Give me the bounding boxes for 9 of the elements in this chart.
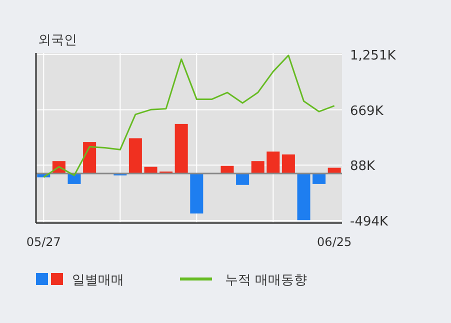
x-tick-label: 06/25 bbox=[317, 235, 352, 249]
y-tick-label: 88K bbox=[350, 159, 376, 174]
y-tick-label: 669K bbox=[350, 104, 384, 119]
y-tick-label: 1,251K bbox=[350, 48, 396, 64]
x-tick-label: 05/27 bbox=[26, 235, 61, 249]
legend-label: 일별매매 bbox=[72, 273, 124, 288]
legend-label: 누적 매매동향 bbox=[225, 273, 308, 288]
chart-title: 외국인 bbox=[38, 33, 77, 48]
y-tick-label: -494K bbox=[350, 214, 389, 230]
